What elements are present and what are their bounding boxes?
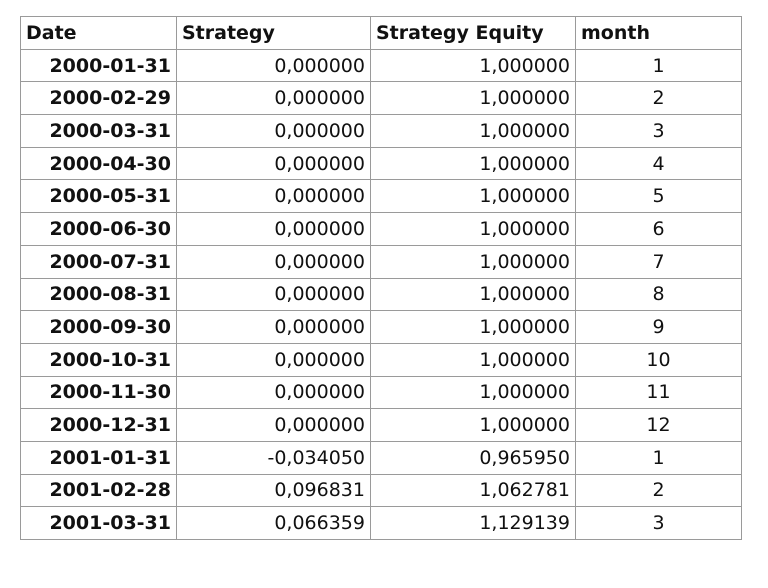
header-row: Date Strategy Strategy Equity month (20, 16, 742, 50)
month-cell[interactable]: 7 (575, 244, 742, 279)
month-cell[interactable]: 8 (575, 277, 742, 312)
month-cell[interactable]: 3 (575, 506, 742, 540)
equity-cell[interactable]: 1,062781 (370, 473, 576, 508)
month-cell[interactable]: 12 (575, 408, 742, 442)
month-cell[interactable]: 2 (575, 473, 742, 508)
table-row: 2000-12-31 0,000000 1,000000 12 (20, 408, 742, 442)
header-date[interactable]: Date (20, 16, 177, 50)
date-cell[interactable]: 2000-10-31 (20, 342, 177, 377)
table-row: 2000-07-31 0,000000 1,000000 7 (20, 244, 742, 279)
equity-cell[interactable]: 1,000000 (370, 244, 576, 279)
month-cell[interactable]: 6 (575, 212, 742, 246)
equity-cell[interactable]: 1,129139 (370, 506, 576, 540)
strategy-cell[interactable]: 0,066359 (176, 506, 371, 540)
table-row: 2000-11-30 0,000000 1,000000 11 (20, 375, 742, 410)
month-cell[interactable]: 9 (575, 310, 742, 344)
table-row: 2000-08-31 0,000000 1,000000 8 (20, 277, 742, 312)
table-row: 2000-04-30 0,000000 1,000000 4 (20, 146, 742, 181)
date-cell[interactable]: 2001-03-31 (20, 506, 177, 540)
equity-cell[interactable]: 1,000000 (370, 146, 576, 181)
strategy-cell[interactable]: 0,000000 (176, 277, 371, 312)
table-row: 2000-05-31 0,000000 1,000000 5 (20, 179, 742, 214)
strategy-cell[interactable]: 0,000000 (176, 408, 371, 442)
strategy-cell[interactable]: 0,000000 (176, 212, 371, 246)
month-cell[interactable]: 4 (575, 146, 742, 181)
date-cell[interactable]: 2000-11-30 (20, 375, 177, 410)
date-cell[interactable]: 2000-05-31 (20, 179, 177, 214)
month-cell[interactable]: 11 (575, 375, 742, 410)
date-cell[interactable]: 2000-12-31 (20, 408, 177, 442)
date-cell[interactable]: 2000-04-30 (20, 146, 177, 181)
strategy-equity-table: Date Strategy Strategy Equity month 2000… (20, 16, 742, 540)
date-cell[interactable]: 2000-07-31 (20, 244, 177, 279)
strategy-cell[interactable]: 0,000000 (176, 81, 371, 116)
header-strategy-equity[interactable]: Strategy Equity (370, 16, 576, 50)
month-cell[interactable]: 2 (575, 81, 742, 116)
equity-cell[interactable]: 1,000000 (370, 408, 576, 442)
table-row: 2000-09-30 0,000000 1,000000 9 (20, 310, 742, 344)
table-row: 2001-01-31 -0,034050 0,965950 1 (20, 440, 742, 475)
date-cell[interactable]: 2000-06-30 (20, 212, 177, 246)
equity-cell[interactable]: 1,000000 (370, 310, 576, 344)
strategy-cell[interactable]: -0,034050 (176, 440, 371, 475)
strategy-cell[interactable]: 0,000000 (176, 114, 371, 148)
equity-cell[interactable]: 1,000000 (370, 48, 576, 83)
strategy-cell[interactable]: 0,000000 (176, 375, 371, 410)
month-cell[interactable]: 10 (575, 342, 742, 377)
month-cell[interactable]: 1 (575, 440, 742, 475)
equity-cell[interactable]: 0,965950 (370, 440, 576, 475)
table-row: 2001-03-31 0,066359 1,129139 3 (20, 506, 742, 540)
strategy-cell[interactable]: 0,000000 (176, 48, 371, 83)
equity-cell[interactable]: 1,000000 (370, 179, 576, 214)
month-cell[interactable]: 1 (575, 48, 742, 83)
equity-cell[interactable]: 1,000000 (370, 342, 576, 377)
strategy-cell[interactable]: 0,000000 (176, 342, 371, 377)
table-row: 2000-02-29 0,000000 1,000000 2 (20, 81, 742, 116)
strategy-cell[interactable]: 0,096831 (176, 473, 371, 508)
equity-cell[interactable]: 1,000000 (370, 277, 576, 312)
table-row: 2001-02-28 0,096831 1,062781 2 (20, 473, 742, 508)
date-cell[interactable]: 2000-01-31 (20, 48, 177, 83)
equity-cell[interactable]: 1,000000 (370, 114, 576, 148)
date-cell[interactable]: 2000-03-31 (20, 114, 177, 148)
header-month[interactable]: month (575, 16, 742, 50)
table-row: 2000-01-31 0,000000 1,000000 1 (20, 48, 742, 83)
date-cell[interactable]: 2000-09-30 (20, 310, 177, 344)
date-cell[interactable]: 2000-08-31 (20, 277, 177, 312)
table-row: 2000-03-31 0,000000 1,000000 3 (20, 114, 742, 148)
strategy-cell[interactable]: 0,000000 (176, 179, 371, 214)
table-row: 2000-10-31 0,000000 1,000000 10 (20, 342, 742, 377)
strategy-cell[interactable]: 0,000000 (176, 146, 371, 181)
month-cell[interactable]: 3 (575, 114, 742, 148)
header-strategy[interactable]: Strategy (176, 16, 371, 50)
date-cell[interactable]: 2001-01-31 (20, 440, 177, 475)
equity-cell[interactable]: 1,000000 (370, 212, 576, 246)
month-cell[interactable]: 5 (575, 179, 742, 214)
table-row: 2000-06-30 0,000000 1,000000 6 (20, 212, 742, 246)
equity-cell[interactable]: 1,000000 (370, 81, 576, 116)
date-cell[interactable]: 2001-02-28 (20, 473, 177, 508)
strategy-cell[interactable]: 0,000000 (176, 244, 371, 279)
date-cell[interactable]: 2000-02-29 (20, 81, 177, 116)
equity-cell[interactable]: 1,000000 (370, 375, 576, 410)
strategy-cell[interactable]: 0,000000 (176, 310, 371, 344)
